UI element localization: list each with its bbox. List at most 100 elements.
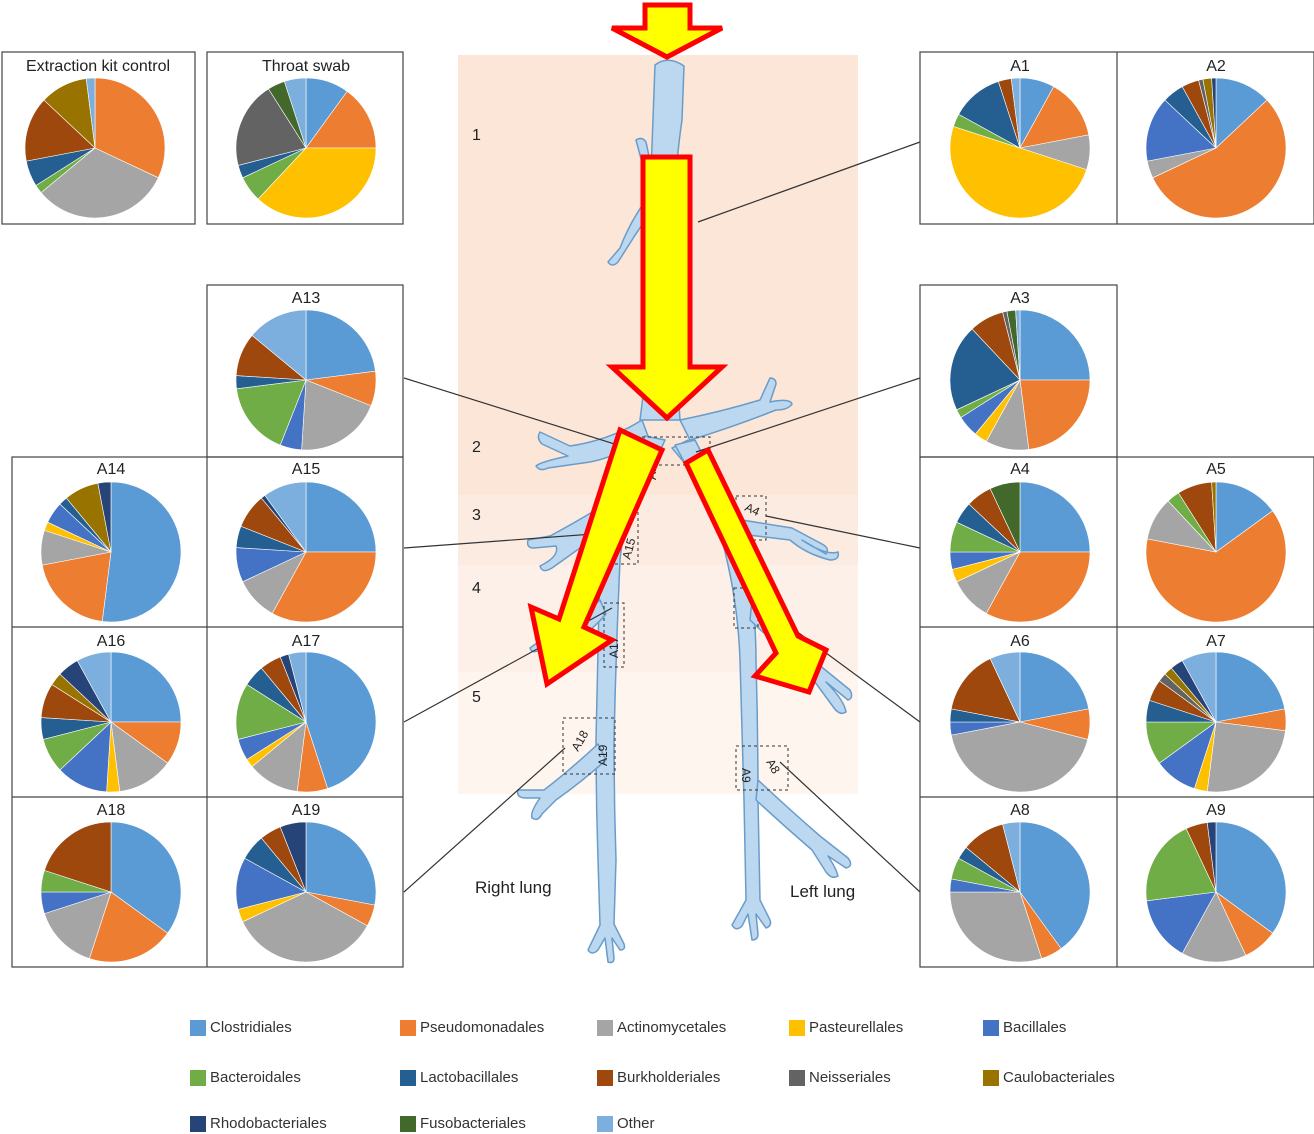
pie-slice-actinomycetales [44, 891, 112, 959]
pie-slice-pseudomonadales [94, 77, 166, 179]
pie-slice-other [76, 651, 112, 723]
pie-slice-caulobacteriales [1211, 481, 1217, 553]
pie-slice-fusobacteriales [989, 481, 1021, 553]
pie-slice-other [1002, 821, 1021, 893]
pie-a4: A4 [949, 461, 1091, 623]
pie-title: A8 [1010, 802, 1030, 819]
pie-a8: A8 [949, 802, 1091, 963]
zone-labels: 1 2 3 4 5 [472, 127, 481, 706]
pie-title: A7 [1206, 633, 1226, 650]
pie-title: A6 [1010, 633, 1030, 650]
arrow-left-lung [682, 446, 830, 696]
pie-title: A13 [292, 290, 321, 307]
pie-slice-bacteroidales [1145, 828, 1217, 902]
pie-a3: A3 [949, 290, 1091, 451]
pie-slice-actinomycetales [1206, 721, 1286, 793]
panel-frames [1, 51, 1314, 968]
pie-a15: A15 [235, 461, 377, 623]
pie-extraction-kit-control: Extraction kit control [24, 58, 170, 219]
pie-slice-lactobacillales [949, 328, 1021, 411]
arrow-top [610, 2, 724, 60]
pie-title: A4 [1010, 461, 1030, 478]
pie-charts: Extraction kit control Throat swab A1 A2 A13… [24, 58, 1287, 963]
zone-label-3: 3 [472, 507, 481, 524]
site-label-a15: A15 [619, 536, 638, 561]
pie-slice-rhodobacteriales [1206, 821, 1217, 893]
pie-slice-pseudomonadales [1145, 510, 1287, 623]
pie-slice-other [989, 651, 1021, 723]
pie-title: Extraction kit control [26, 58, 170, 75]
flow-arrows [527, 2, 830, 696]
pie-title: A3 [1010, 290, 1030, 307]
pie-slice-pseudomonadales [1152, 99, 1287, 219]
pie-slice-burkholderiales [950, 658, 1021, 723]
pie-a6: A6 [949, 633, 1091, 793]
zone-label-2: 2 [472, 439, 481, 456]
pie-slice-other [251, 309, 307, 381]
pie-title: A2 [1206, 58, 1226, 75]
pie-slice-pasteurellales [257, 147, 377, 219]
pie-a5: A5 [1145, 461, 1287, 623]
pie-a7: A7 [1145, 633, 1287, 793]
pie-slice-other [85, 77, 96, 149]
pie-slice-pseudomonadales [271, 551, 377, 623]
pie-slice-neisseriales [235, 88, 307, 166]
arrow-right-lung [527, 426, 666, 689]
zone-5-band [458, 672, 858, 794]
pie-slice-other [1015, 309, 1021, 381]
pie-a13: A13 [235, 290, 377, 451]
pie-slice-bacteroidales [235, 684, 307, 740]
pie-slice-clostridiales [110, 821, 182, 934]
pie-slice-bacillales [1146, 891, 1217, 954]
pie-a19: A19 [235, 802, 377, 963]
pie-slice-other [264, 481, 307, 553]
pie-slice-bacteroidales [236, 379, 307, 446]
pie-title: A14 [97, 461, 126, 478]
pie-a18: A18 [40, 802, 182, 963]
pie-slice-clostridiales [305, 651, 377, 789]
pie-slice-rhodobacteriales [1211, 77, 1217, 149]
pie-title: A19 [292, 802, 321, 819]
pie-slice-clostridiales [1215, 651, 1286, 723]
pie-slice-rhodobacteriales [97, 481, 112, 553]
site-label-a9: A9 [739, 768, 753, 783]
pie-title: A15 [292, 461, 321, 478]
pie-a17: A17 [235, 633, 377, 793]
pie-slice-actinomycetales [242, 891, 368, 963]
pie-slice-clostridiales [1019, 821, 1091, 950]
site-label-a4: A4 [743, 500, 763, 519]
pie-slice-pseudomonadales [41, 551, 112, 622]
pie-slice-pseudomonadales [88, 891, 169, 963]
pie-a1: A1 [949, 58, 1091, 218]
pie-slice-pseudomonadales [985, 551, 1091, 623]
pie-slice-pseudomonadales [305, 90, 377, 149]
pie-slice-rhodobacteriales [279, 821, 307, 893]
site-label-a8: A8 [763, 757, 783, 777]
pie-slice-burkholderiales [44, 821, 112, 893]
pie-slice-clostridiales [101, 481, 182, 623]
pie-a2: A2 [1145, 58, 1287, 219]
pie-slice-clostridiales [1019, 481, 1091, 553]
arrow-trachea [605, 154, 729, 422]
pie-slice-actinomycetales [950, 721, 1089, 793]
pie-slice-clostridiales [305, 481, 377, 553]
zone-label-5: 5 [472, 689, 481, 706]
pie-slice-pasteurellales [949, 125, 1087, 218]
pie-title: A5 [1206, 461, 1226, 478]
pie-title: A17 [292, 633, 321, 650]
pie-slice-other [288, 651, 307, 723]
pie-slice-other [1010, 77, 1021, 149]
pie-slice-actinomycetales [1181, 891, 1247, 963]
pie-title: A18 [97, 802, 126, 819]
pie-slice-actinomycetales [110, 721, 169, 792]
site-label-a19: A19 [596, 744, 610, 766]
pie-slice-pseudomonadales [1019, 86, 1090, 149]
pie-slice-clostridiales [1215, 77, 1268, 149]
pie-slice-pseudomonadales [1019, 379, 1091, 450]
pie-a16: A16 [40, 633, 182, 793]
pie-slice-other [283, 77, 307, 149]
pie-title: A1 [1010, 58, 1030, 75]
pie-slice-clostridiales [1019, 309, 1091, 381]
pie-slice-clostridiales [110, 651, 182, 723]
